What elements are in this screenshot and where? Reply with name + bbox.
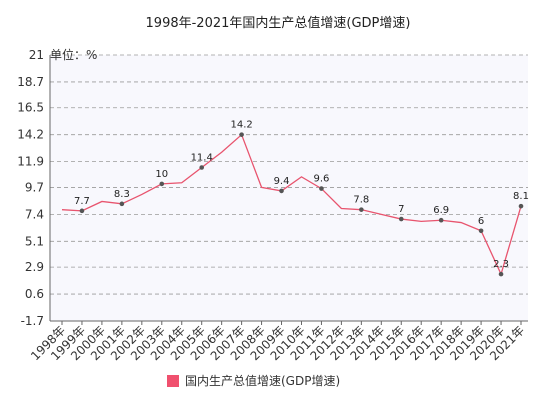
y-tick-label: 18.7 (17, 75, 44, 89)
series-line (61, 133, 522, 276)
y-tick-label: -1.7 (21, 314, 44, 328)
data-point (518, 203, 524, 209)
unit-label: 单位：% (50, 47, 97, 62)
y-tick-label: 14.2 (17, 128, 44, 142)
data-point (359, 207, 364, 212)
data-point (199, 165, 204, 170)
data-point (239, 132, 244, 137)
data-label: 8.3 (114, 189, 130, 200)
y-tick-label: 21 (29, 48, 44, 62)
y-tick-label: 2.9 (25, 260, 44, 274)
y-tick-label: 16.5 (17, 101, 44, 115)
data-label: 7 (398, 204, 404, 215)
data-point (79, 208, 85, 214)
data-point (279, 188, 284, 194)
data-point (498, 271, 504, 277)
y-tick-label: 9.7 (25, 180, 44, 194)
data-label: 14.2 (230, 120, 252, 131)
data-label: 9.4 (274, 176, 290, 187)
data-label: 7.7 (74, 196, 90, 207)
data-point (319, 186, 324, 191)
y-tick-label: 11.9 (17, 155, 44, 169)
legend: 国内生产总值增速(GDP增速) (167, 372, 340, 389)
chart-title: 1998年-2021年国内生产总值增速(GDP增速) (145, 16, 411, 31)
data-label: 8.1 (513, 191, 529, 202)
data-point (478, 228, 484, 234)
data-point (159, 181, 165, 187)
data-point (119, 201, 125, 207)
data-point (438, 217, 444, 223)
y-tick-label: 5.1 (25, 234, 44, 248)
data-label: 6 (478, 216, 484, 227)
data-label: 2.3 (493, 259, 509, 270)
data-label: 6.9 (433, 205, 449, 216)
plot-area (50, 55, 528, 321)
data-label: 7.8 (353, 195, 369, 206)
y-tick-label: 7.4 (25, 207, 44, 221)
legend-swatch (167, 374, 179, 387)
data-label: 11.4 (191, 152, 213, 163)
data-label: 10 (155, 169, 168, 180)
legend-label: 国内生产总值增速(GDP增速) (185, 374, 341, 388)
y-tick-label: 0.6 (25, 287, 44, 301)
data-point (398, 216, 404, 222)
data-label: 9.6 (313, 174, 329, 185)
